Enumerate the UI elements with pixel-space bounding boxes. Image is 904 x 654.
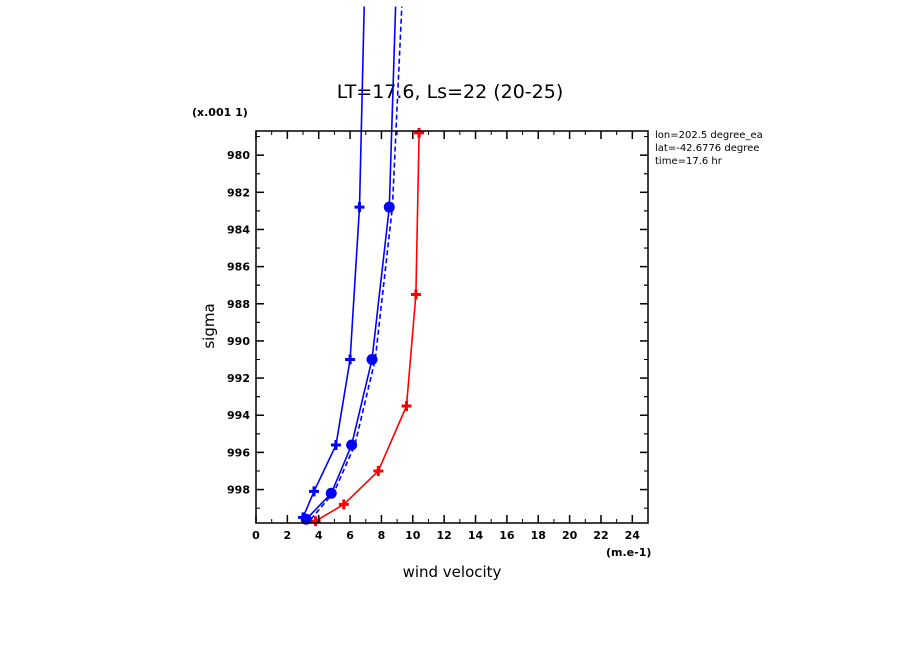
series-3 bbox=[310, 6, 403, 520]
series-0 bbox=[310, 127, 425, 527]
x-axis-units: (m.e-1) bbox=[606, 546, 651, 559]
data-point-1-2 bbox=[330, 439, 341, 450]
x-tick-label-6: 12 bbox=[437, 529, 452, 542]
info-line-lon: lon=202.5 degree_ea bbox=[655, 130, 763, 141]
info-line-lat: lat=-42.6776 degree bbox=[655, 143, 759, 154]
data-point-0-5 bbox=[414, 127, 425, 138]
data-point-1-1 bbox=[309, 486, 320, 497]
x-tick-label-7: 14 bbox=[468, 529, 484, 542]
x-tick-label-9: 18 bbox=[531, 529, 546, 542]
x-tick-label-11: 22 bbox=[593, 529, 608, 542]
x-tick-label-8: 16 bbox=[499, 529, 515, 542]
x-tick-label-3: 6 bbox=[346, 529, 354, 542]
y-tick-label-3: 986 bbox=[227, 261, 250, 274]
x-tick-label-2: 4 bbox=[315, 529, 323, 542]
y-axis-units: (x.001 1) bbox=[192, 106, 248, 119]
y-axis-label: sigma bbox=[200, 303, 218, 348]
y-tick-label-6: 992 bbox=[227, 372, 250, 385]
data-point-0-1 bbox=[338, 499, 349, 510]
data-point-1-3 bbox=[345, 354, 356, 365]
data-point-1-4 bbox=[354, 202, 365, 213]
y-tick-label-1: 982 bbox=[227, 186, 250, 199]
y-tick-label-2: 984 bbox=[227, 223, 250, 236]
x-tick-label-1: 2 bbox=[284, 529, 292, 542]
x-tick-label-0: 0 bbox=[252, 529, 260, 542]
series-line-3 bbox=[310, 6, 403, 520]
data-point-0-4 bbox=[410, 289, 421, 300]
x-tick-label-12: 24 bbox=[625, 529, 641, 542]
series-line-0 bbox=[315, 132, 420, 522]
chart-title: LT=17.6, Ls=22 (20-25) bbox=[337, 81, 564, 103]
y-tick-label-4: 988 bbox=[227, 298, 250, 311]
x-tick-label-5: 10 bbox=[405, 529, 421, 542]
y-tick-label-9: 998 bbox=[227, 484, 250, 497]
x-tick-label-10: 20 bbox=[562, 529, 578, 542]
y-tick-label-8: 996 bbox=[227, 446, 250, 459]
series-1 bbox=[298, 6, 365, 523]
y-tick-label-7: 994 bbox=[227, 409, 250, 422]
series-layer bbox=[298, 6, 425, 527]
data-point-0-2 bbox=[373, 465, 384, 476]
plot-frame bbox=[255, 130, 649, 524]
series-line-1 bbox=[302, 6, 365, 518]
x-axis-label: wind velocity bbox=[403, 563, 502, 581]
axis-layer: 0 2 4 6 8 10 12 14 16 18 20 22 249809829849869889909… bbox=[227, 130, 649, 542]
y-tick-label-5: 990 bbox=[227, 335, 250, 348]
data-point-2-1 bbox=[325, 487, 337, 499]
x-tick-label-4: 8 bbox=[378, 529, 386, 542]
data-point-0-3 bbox=[401, 400, 412, 411]
info-line-time: time=17.6 hr bbox=[655, 156, 723, 167]
series-line-2 bbox=[305, 6, 397, 520]
y-tick-label-0: 980 bbox=[227, 149, 250, 162]
